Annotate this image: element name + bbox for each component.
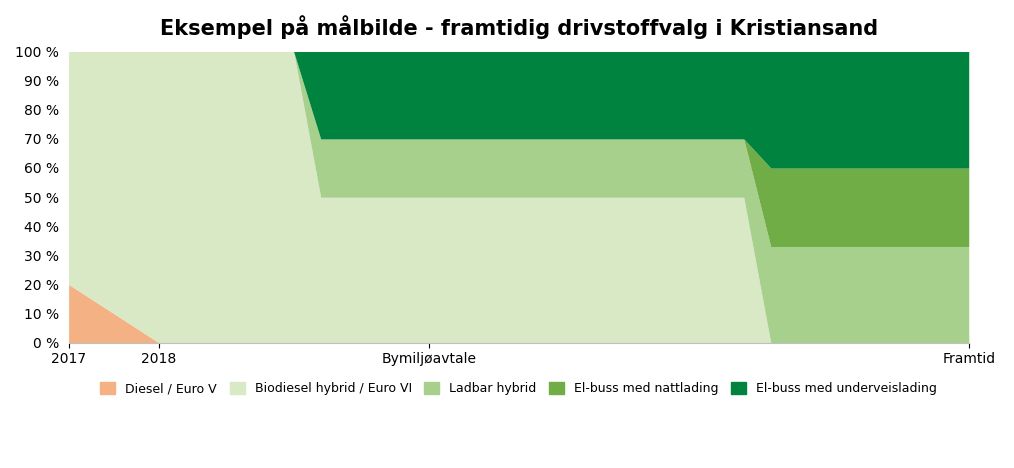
Legend: Diesel / Euro V, Biodiesel hybrid / Euro VI, Ladbar hybrid, El-buss med nattladi: Diesel / Euro V, Biodiesel hybrid / Euro… bbox=[95, 377, 942, 400]
Title: Eksempel på målbilde - framtidig drivstoffvalg i Kristiansand: Eksempel på målbilde - framtidig drivsto… bbox=[159, 15, 878, 39]
